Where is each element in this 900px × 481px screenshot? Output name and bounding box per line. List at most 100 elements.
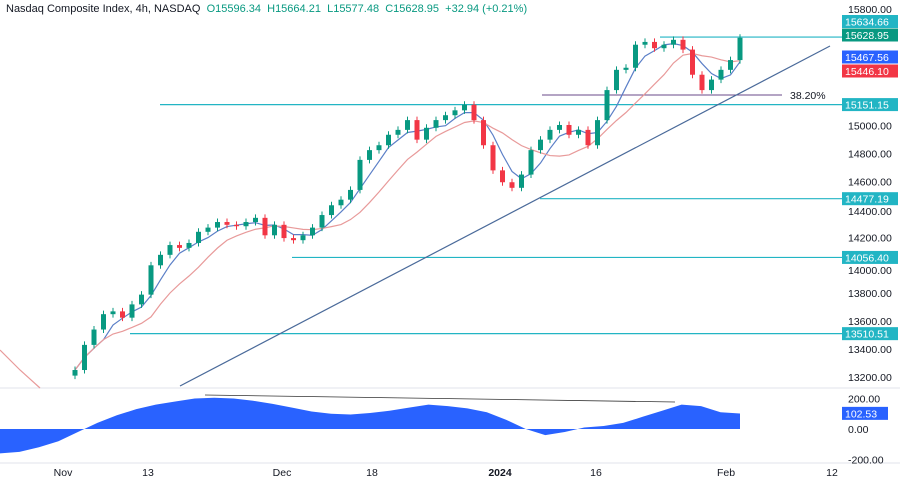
price-tick-label: 13800.00 [848,288,892,300]
price-tick-label: 14800.00 [848,149,892,161]
level-price-label: 15634.66 [845,17,889,29]
price-tag [842,50,898,64]
candle-body [129,304,135,318]
candle-body [177,245,182,248]
time-tick-label: Dec [273,467,292,479]
low-value: L15577.48 [327,3,380,15]
price-tag-label: 15446.10 [845,66,889,78]
candle-body [395,129,401,135]
level-price-tag [842,98,898,112]
candle-body [566,124,572,135]
level-price-tag [842,15,898,28]
time-tick-label: 13 [142,467,154,479]
price-tag-label: 15628.95 [845,30,889,42]
candle-body [224,222,230,225]
candle-body [367,150,372,160]
candle-body [376,145,382,151]
open-value: O15596.34 [206,3,261,15]
candle-body [243,222,249,227]
osc-tick-label: 0.00 [848,424,869,436]
candle-body [101,314,106,330]
price-tick-label: 14600.00 [848,177,892,189]
chart-title: Nasdaq Composite Index, 4h, NASDAQ O1559… [6,3,527,15]
candle-body [585,129,591,146]
price-tick-label: 13200.00 [848,372,892,384]
candle-body [357,159,363,190]
candle-body [110,311,116,315]
candle-body [91,329,97,345]
candle-body [661,44,667,49]
candle-body [547,129,553,140]
candle-body [538,139,543,151]
oscillator-value-tag [842,406,888,420]
price-tag [842,64,898,78]
candle-body [329,205,334,216]
candle-body [186,242,192,248]
candle-body [82,344,87,371]
candle-body [291,238,296,241]
candle-body [604,90,610,121]
candle-body [462,104,467,111]
candle-body [642,41,648,45]
candle-body [452,110,458,116]
time-tick-label: 16 [590,467,602,479]
candle-body [509,182,515,188]
candle-body [614,69,619,91]
level-price-tag [842,327,898,341]
candle-body [576,129,581,135]
candle-body [319,215,325,228]
candle-body [633,44,638,68]
oscillator-value-label: 102.53 [845,408,877,420]
trend-line [179,45,831,387]
price-tick-label: 15000.00 [848,121,892,133]
candle-body [205,227,211,232]
candle-body [690,49,695,75]
slow-moving-average [74,52,741,371]
slow-moving-average-tail [0,349,41,389]
price-tick-label: 13600.00 [848,316,892,328]
symbol-label: Nasdaq Composite Index, 4h, NASDAQ [6,3,201,15]
candle-body [167,245,173,255]
candle-body [386,134,391,146]
time-tick-label: Feb [717,467,735,479]
candle-body [196,231,201,243]
candle-body [424,127,429,140]
candle-body [652,41,657,49]
candle-body [120,311,125,318]
candle-body [671,39,676,45]
price-tag [842,28,898,42]
candle-body [737,37,743,61]
close-value: C15628.95 [385,3,440,15]
candle-body [405,120,410,130]
candle-body [272,224,277,236]
candle-body [433,120,439,128]
level-price-label: 14056.40 [845,252,889,264]
time-tick-label: 18 [366,467,378,479]
change-value: +32.94 (+0.21%) [445,3,528,15]
osc-tick-label: -200.00 [848,455,884,467]
price-tag-label: 15467.56 [845,52,889,64]
time-tick-label: 2024 [488,467,512,479]
candle-body [72,370,78,376]
high-value: H15664.21 [267,3,321,15]
candle-body [490,145,496,171]
candle-body [557,124,562,130]
candle-body [148,265,154,295]
time-tick-label: Nov [54,467,73,479]
candle-body [481,120,486,146]
candle-body [139,294,144,305]
candle-body [262,217,268,236]
candle-body [528,150,534,175]
candle-body [310,227,315,236]
candle-body [253,217,258,223]
level-price-label: 14477.19 [845,194,889,206]
candle-body [680,39,686,50]
candle-body [300,235,306,241]
fast-moving-average [74,43,741,371]
candle-body [338,199,344,206]
candle-body [595,120,600,146]
candle-body [414,120,420,140]
candle-body [718,69,724,80]
